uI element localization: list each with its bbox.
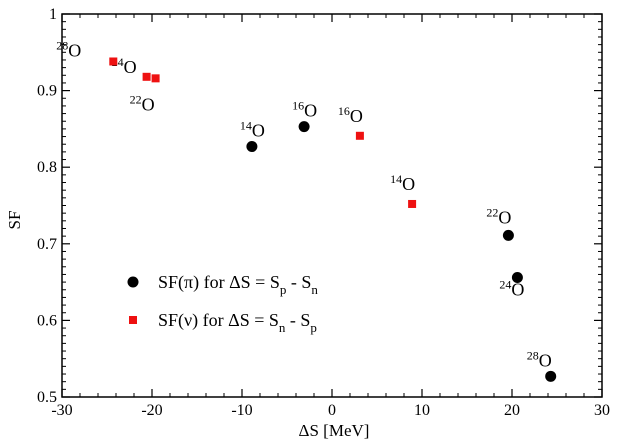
proton-point xyxy=(545,370,557,382)
legend-marker-proton xyxy=(127,276,139,288)
legend-label-neutron: SF(ν) for ΔS = Sn - Sp xyxy=(158,310,317,335)
axis-ticks xyxy=(61,13,603,398)
y-tick-label: 0.8 xyxy=(37,159,57,176)
y-tick-label: 0.7 xyxy=(37,236,57,253)
tick-labels: -30 -20 -10 0 10 20 30 0.5 0.6 0.7 0.8 0.9 1 xyxy=(37,6,610,419)
x-tick-label: 0 xyxy=(328,402,336,419)
isotope-label: 14O xyxy=(240,119,265,141)
x-axis-label: ΔS [MeV] xyxy=(299,421,370,440)
proton-point xyxy=(511,272,523,284)
proton-point xyxy=(502,229,514,241)
isotope-label: 16O xyxy=(292,99,317,121)
isotope-label: 22O xyxy=(486,205,511,227)
y-axis-label: SF xyxy=(5,211,24,230)
isotope-label: 28O xyxy=(527,348,552,370)
isotope-label: 24O xyxy=(499,278,524,300)
y-tick-label: 0.9 xyxy=(37,83,57,100)
y-tick-label: 1 xyxy=(49,6,57,23)
x-tick-label: -30 xyxy=(51,402,72,419)
neutron-point xyxy=(151,74,160,83)
x-tick-label: -10 xyxy=(231,402,252,419)
isotope-label: 16O xyxy=(338,104,363,126)
neutron-point xyxy=(109,57,118,66)
x-tick-label: 30 xyxy=(594,402,610,419)
legend-marker-neutron xyxy=(129,316,137,324)
proton-point xyxy=(298,121,310,133)
proton-point xyxy=(246,141,258,153)
neutron-point xyxy=(142,72,151,81)
x-tick-label: -20 xyxy=(141,402,162,419)
x-tick-label: 20 xyxy=(504,402,520,419)
plot-frame xyxy=(61,13,603,398)
isotope-label: 14O xyxy=(390,172,415,194)
data-points xyxy=(109,57,557,382)
legend-label-proton: SF(π) for ΔS = Sp - Sn xyxy=(158,272,318,297)
y-tick-label: 0.5 xyxy=(37,389,57,406)
neutron-point xyxy=(355,131,364,140)
isotope-label: 22O xyxy=(130,92,155,114)
x-tick-label: 10 xyxy=(414,402,430,419)
legend: SF(π) for ΔS = Sp - Sn SF(ν) for ΔS = Sn … xyxy=(127,272,318,335)
isotope-label: 28O xyxy=(56,38,81,60)
neutron-point xyxy=(408,199,417,208)
y-tick-label: 0.6 xyxy=(37,312,57,329)
